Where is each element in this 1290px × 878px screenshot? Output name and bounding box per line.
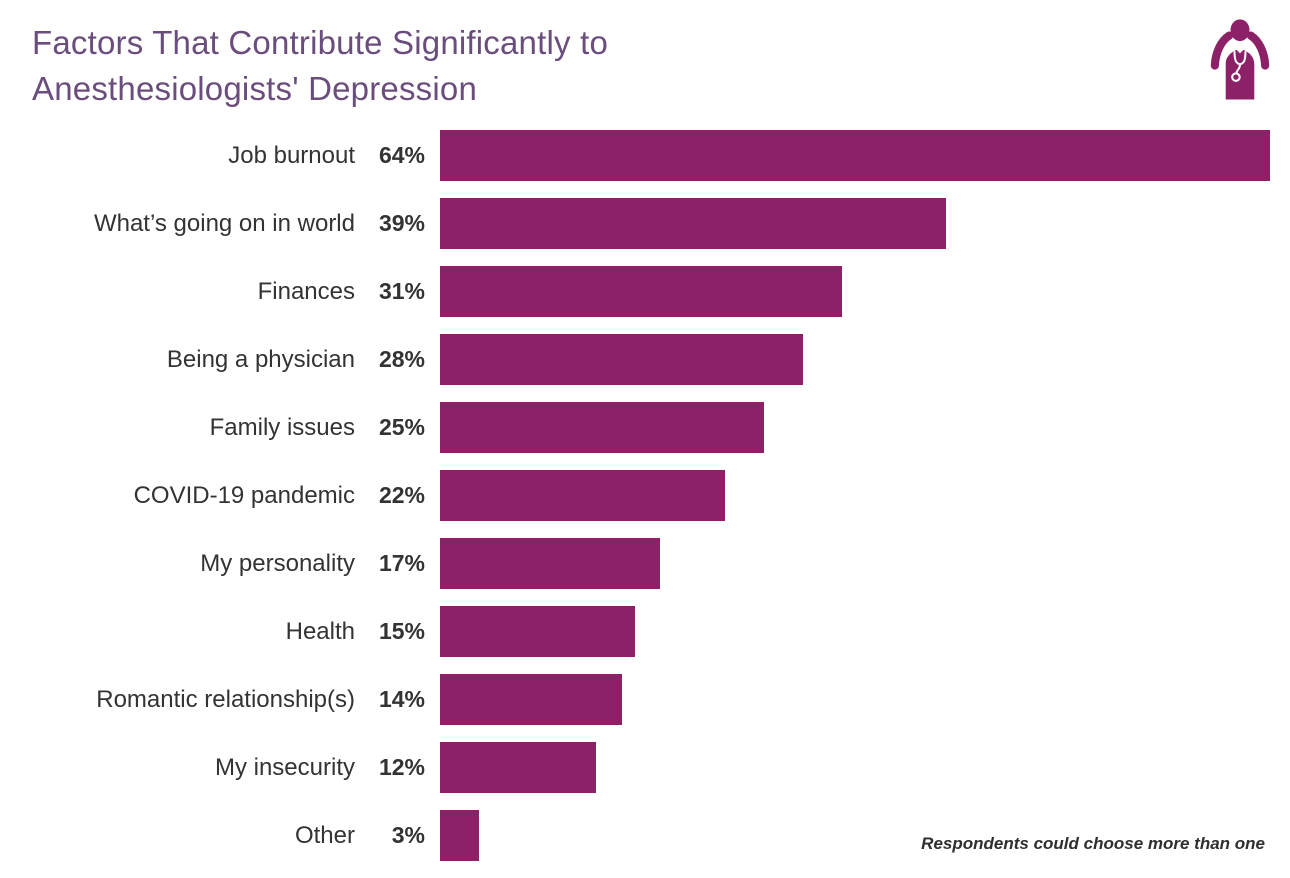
bar-label: My insecurity	[214, 753, 355, 781]
bar	[440, 538, 661, 589]
bar-row: Romantic relationship(s) 14%	[0, 674, 1270, 725]
bar-value: 64%	[378, 142, 425, 168]
bar-track	[440, 470, 1270, 521]
bar-row: Job burnout 64%	[0, 130, 1270, 181]
bar-label: My personality	[200, 549, 355, 577]
bar-track	[440, 266, 1270, 317]
bar-track	[440, 810, 1270, 861]
bar	[440, 402, 765, 453]
bar	[440, 198, 946, 249]
bar-chart: Job burnout 64% What’s going on in world…	[0, 130, 1270, 861]
bar-row: Finances 31%	[0, 266, 1270, 317]
bar-value: 39%	[378, 210, 425, 236]
bar-value: 28%	[378, 346, 425, 372]
bar-row: Family issues 25%	[0, 402, 1270, 453]
bar	[440, 606, 635, 657]
bar	[440, 334, 804, 385]
bar-value: 12%	[378, 754, 425, 780]
bar-label: Other	[294, 821, 355, 849]
bar-row: Other 3%	[0, 810, 1270, 861]
bar-value: 25%	[378, 414, 425, 440]
bar-value: 3%	[391, 822, 425, 848]
bar-label: What’s going on in world	[93, 209, 355, 237]
bar-row: My insecurity 12%	[0, 742, 1270, 793]
bar-value: 22%	[378, 482, 425, 508]
bar-row: Being a physician 28%	[0, 334, 1270, 385]
bar-track	[440, 742, 1270, 793]
bar-value: 17%	[378, 550, 425, 576]
bar-row: My personality 17%	[0, 538, 1270, 589]
bar-track	[440, 674, 1270, 725]
bar	[440, 674, 622, 725]
bar-row: COVID-19 pandemic 22%	[0, 470, 1270, 521]
bar-label: Family issues	[209, 413, 355, 441]
bar-track	[440, 538, 1270, 589]
bar-label: COVID-19 pandemic	[133, 481, 355, 509]
footnote: Respondents could choose more than one	[921, 834, 1265, 853]
bar-label: Romantic relationship(s)	[96, 685, 355, 713]
bar-value: 14%	[378, 686, 425, 712]
bar-track	[440, 402, 1270, 453]
bar-track	[440, 334, 1270, 385]
bar-label: Finances	[257, 277, 355, 305]
bar-row: Health 15%	[0, 606, 1270, 657]
bar	[440, 470, 726, 521]
bar-value: 15%	[378, 618, 425, 644]
bar-track	[440, 606, 1270, 657]
bar-label: Health	[285, 617, 355, 645]
stressed-physician-icon	[1206, 8, 1274, 100]
bar-value: 31%	[378, 278, 425, 304]
bar-row: What’s going on in world 39%	[0, 198, 1270, 249]
bar-label: Being a physician	[166, 345, 355, 373]
bar	[440, 130, 1270, 181]
bar-track	[440, 198, 1270, 249]
bar	[440, 742, 596, 793]
bar-label: Job burnout	[228, 141, 355, 169]
bar	[440, 266, 843, 317]
page-title: Factors That Contribute Significantly to…	[32, 24, 608, 107]
bar-track	[440, 130, 1270, 181]
bar	[440, 810, 479, 861]
